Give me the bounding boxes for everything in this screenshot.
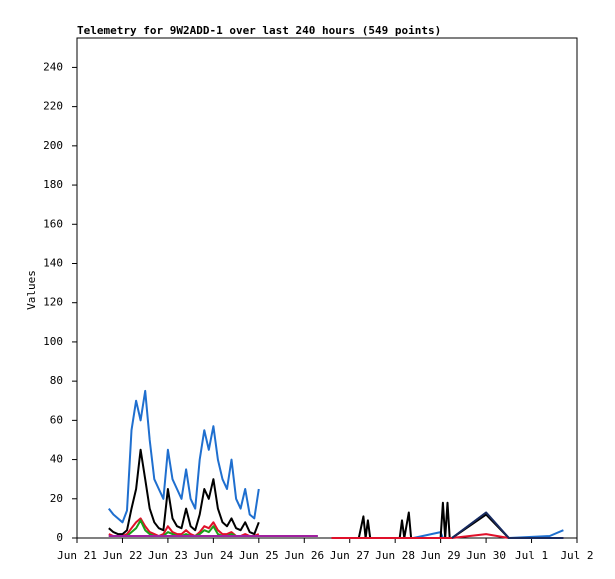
y-tick-label: 120 xyxy=(43,296,63,309)
x-tick-label: Jun 27 xyxy=(330,549,370,562)
plot-frame xyxy=(76,37,578,539)
y-tick-label: 140 xyxy=(43,256,63,269)
y-tick-label: 240 xyxy=(43,60,63,73)
x-tick-label: Jun 24 xyxy=(193,549,233,562)
y-tick-label: 220 xyxy=(43,100,63,113)
series-line xyxy=(451,511,564,539)
x-tick-label: Jul 2 xyxy=(560,549,593,562)
y-tick-label: 40 xyxy=(50,453,63,466)
y-axis-label: Values xyxy=(25,270,38,310)
x-tick-label: Jun 22 xyxy=(103,549,143,562)
y-tick-label: 180 xyxy=(43,178,63,191)
y-tick-label: 0 xyxy=(56,531,63,544)
x-tick-label: Jul 1 xyxy=(515,549,548,562)
x-tick-label: Jun 26 xyxy=(284,549,324,562)
y-tick-label: 60 xyxy=(50,413,63,426)
y-tick-label: 200 xyxy=(43,139,63,152)
y-tick-label: 100 xyxy=(43,335,63,348)
x-tick-label: Jun 28 xyxy=(375,549,415,562)
y-tick-label: 80 xyxy=(50,374,63,387)
x-tick-label: Jun 30 xyxy=(466,549,506,562)
y-tick-label: 160 xyxy=(43,217,63,230)
y-tick-label: 20 xyxy=(50,492,63,505)
x-tick-label: Jun 25 xyxy=(239,549,279,562)
x-tick-label: Jun 21 xyxy=(57,549,97,562)
chart-title: Telemetry for 9W2ADD-1 over last 240 hou… xyxy=(77,24,441,37)
x-tick-label: Jun 29 xyxy=(421,549,461,562)
x-tick-label: Jun 23 xyxy=(148,549,188,562)
